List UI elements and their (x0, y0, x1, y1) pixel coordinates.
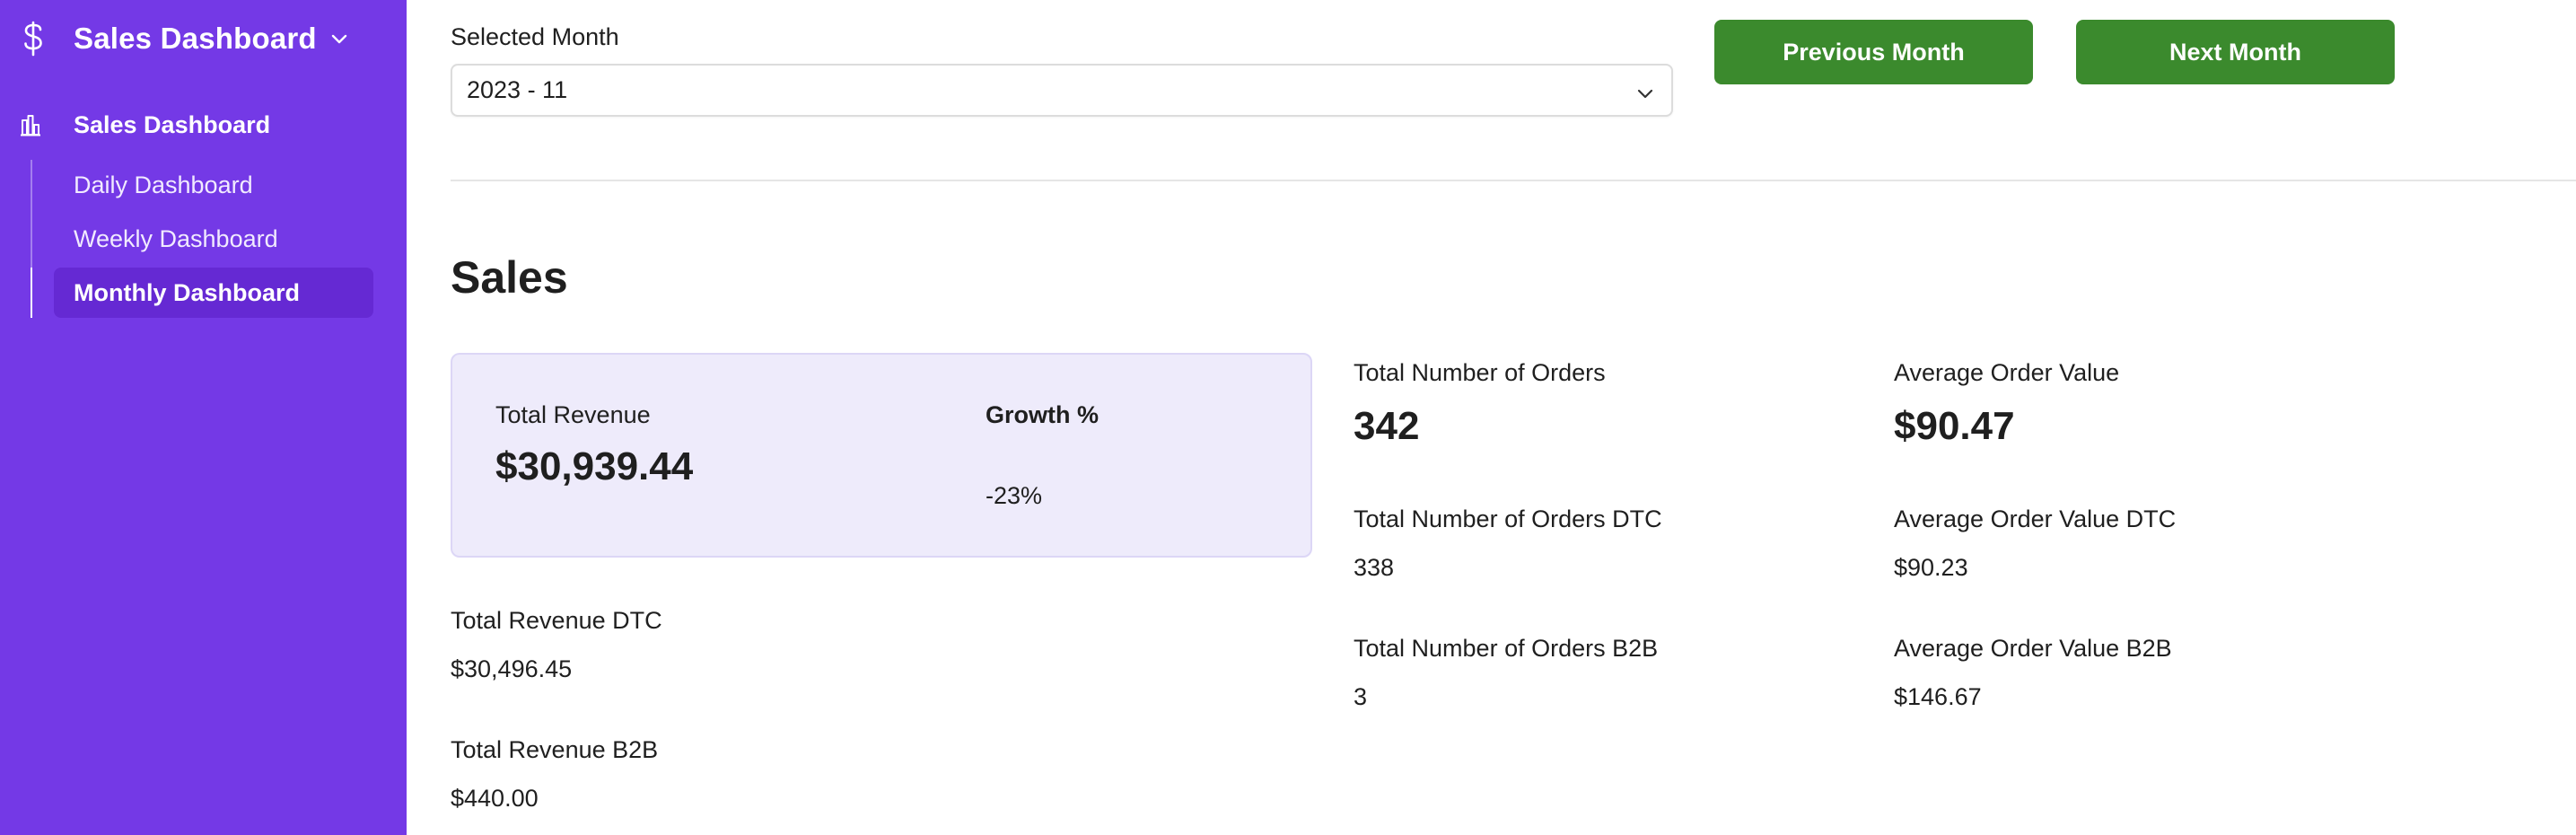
nav-section-label: Sales Dashboard (74, 110, 271, 138)
nav-section-sales-dashboard[interactable]: Sales Dashboard (20, 106, 270, 144)
total-revenue-dtc-label: Total Revenue DTC (451, 607, 662, 634)
total-revenue-value: $30,939.44 (495, 444, 694, 488)
chevron-down-icon (1635, 82, 1655, 101)
avg-order-value-b2b-value: $146.67 (1894, 683, 1982, 710)
total-orders-dtc-label: Total Number of Orders DTC (1354, 505, 1662, 532)
month-select-value: 2023 - 11 (467, 76, 568, 103)
selected-month-label: Selected Month (451, 23, 619, 50)
sidebar-item-weekly-dashboard[interactable]: Weekly Dashboard (74, 224, 278, 252)
previous-month-button[interactable]: Previous Month (1714, 20, 2033, 84)
month-select[interactable]: 2023 - 11 (451, 64, 1673, 117)
total-orders-b2b-value: 3 (1354, 683, 1368, 710)
sidebar: Sales Dashboard Sales Dashboard D (0, 0, 407, 835)
growth-value: -23% (986, 482, 1043, 509)
bar-chart-icon (20, 112, 41, 137)
nav-tree: Daily Dashboard Weekly Dashboard Monthly… (31, 160, 390, 318)
avg-order-value-dtc-value: $90.23 (1894, 554, 1968, 581)
total-orders-dtc-value: 338 (1354, 554, 1395, 581)
total-revenue-b2b-value: $440.00 (451, 785, 539, 812)
nav-tree-active-indicator (31, 268, 32, 318)
main-content: Selected Month 2023 - 11 Previous Month … (407, 0, 2576, 835)
divider (451, 180, 2576, 181)
growth-label: Growth % (986, 401, 1099, 428)
total-revenue-label: Total Revenue (495, 401, 651, 428)
next-month-button[interactable]: Next Month (2076, 20, 2395, 84)
avg-order-value-dtc-label: Average Order Value DTC (1894, 505, 2177, 532)
sidebar-item-daily-dashboard[interactable]: Daily Dashboard (74, 171, 253, 198)
revenue-highlight-card: Total Revenue $30,939.44 Growth % -23% (451, 353, 1312, 558)
avg-order-value-b2b-label: Average Order Value B2B (1894, 635, 2172, 662)
total-orders-label: Total Number of Orders (1354, 359, 1606, 386)
brand-title: Sales Dashboard (74, 22, 317, 55)
total-orders-value: 342 (1354, 404, 1420, 448)
total-revenue-dtc-value: $30,496.45 (451, 655, 573, 682)
dollar-icon (20, 20, 47, 57)
nav-tree-line (31, 160, 32, 318)
brand-menu[interactable]: Sales Dashboard (20, 16, 349, 61)
sales-section-title: Sales (451, 252, 568, 303)
total-orders-b2b-label: Total Number of Orders B2B (1354, 635, 1659, 662)
chevron-down-icon (329, 29, 349, 48)
total-revenue-b2b-label: Total Revenue B2B (451, 736, 659, 763)
avg-order-value-label: Average Order Value (1894, 359, 2120, 386)
avg-order-value-value: $90.47 (1894, 404, 2015, 448)
sidebar-item-monthly-dashboard[interactable]: Monthly Dashboard (54, 268, 373, 318)
